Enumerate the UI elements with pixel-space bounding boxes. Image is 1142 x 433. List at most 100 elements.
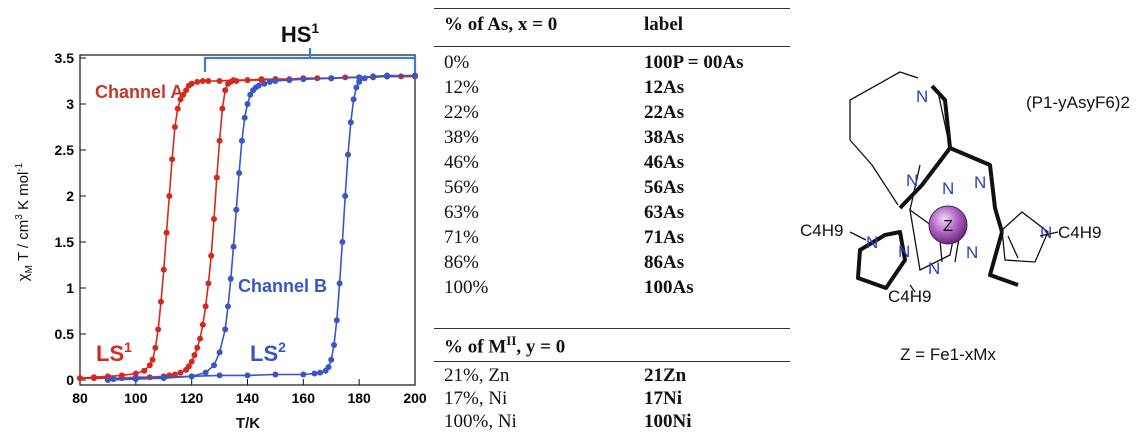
table-row: 86% 86As xyxy=(434,252,790,274)
x-tick-label: 140 xyxy=(236,390,260,406)
data-point xyxy=(213,174,220,181)
n-atom: N xyxy=(928,259,940,278)
data-point xyxy=(188,80,195,87)
y-tick-label: 3.5 xyxy=(55,50,75,66)
data-point xyxy=(183,87,190,94)
row-label: 38As xyxy=(644,127,685,148)
row-pct: 38% xyxy=(444,127,479,148)
row-pct: 71% xyxy=(444,227,479,248)
row-pct: 21%, Zn xyxy=(444,365,510,386)
molecular-structure: Z N N N N N N N N N C4H9 C4H9 C4H9 (P1-y… xyxy=(800,71,1130,364)
y-tick-label: 0 xyxy=(66,372,74,388)
data-point xyxy=(247,91,254,98)
data-point xyxy=(255,82,262,89)
row-pct: 56% xyxy=(444,177,479,198)
data-point xyxy=(199,321,206,328)
row-label: 17Ni xyxy=(644,388,682,409)
row-pct: 86% xyxy=(444,252,479,273)
data-point xyxy=(370,73,377,80)
n-atom: N xyxy=(898,242,910,261)
butyl-groups: C4H9 C4H9 C4H9 xyxy=(800,221,1101,306)
data-point xyxy=(157,298,164,305)
table-header-metal: % of MII, y = 0 xyxy=(444,333,566,358)
data-point xyxy=(300,76,307,83)
y-axis: 0 0.5 1 1.5 2 2.5 3 3.5 xyxy=(55,50,86,388)
data-point xyxy=(222,326,229,333)
table-header-rule xyxy=(434,46,790,47)
n-atom: N xyxy=(906,171,918,190)
data-point xyxy=(236,170,243,176)
data-point xyxy=(322,367,329,374)
x-axis-label: T/K xyxy=(236,415,260,432)
data-point xyxy=(202,303,209,310)
table-row: 46% 46As xyxy=(434,152,790,174)
data-point xyxy=(141,367,148,374)
series-2 xyxy=(104,72,418,383)
row-label: 63As xyxy=(644,202,685,223)
data-point xyxy=(233,206,240,213)
n-atom: N xyxy=(866,233,878,252)
data-point xyxy=(177,96,184,103)
data-point xyxy=(345,151,351,158)
row-label: 71As xyxy=(644,227,685,248)
row-pct: 100%, Ni xyxy=(444,411,517,432)
data-point xyxy=(166,193,173,199)
data-point xyxy=(188,373,195,380)
data-point xyxy=(171,124,178,130)
data-point xyxy=(241,114,248,121)
data-point xyxy=(328,75,335,82)
data-point xyxy=(132,375,139,382)
data-point xyxy=(266,78,273,85)
data-point xyxy=(191,352,198,359)
row-label: 21Zn xyxy=(644,365,687,386)
data-point xyxy=(384,72,391,79)
x-tick-label: 80 xyxy=(72,390,88,406)
data-point xyxy=(177,369,184,376)
data-point xyxy=(211,362,217,369)
data-point xyxy=(149,356,156,363)
x-tick-label: 120 xyxy=(180,390,204,406)
table-row: 21%, Zn 21Zn xyxy=(434,365,790,387)
data-point xyxy=(342,193,349,199)
row-label: 100Ni xyxy=(644,411,692,432)
data-point xyxy=(194,78,201,85)
data-point xyxy=(152,344,159,351)
row-pct: 100% xyxy=(444,277,489,298)
series-0 xyxy=(77,73,418,382)
data-point xyxy=(208,252,215,259)
data-point xyxy=(104,377,111,383)
row-label: 22As xyxy=(644,102,685,123)
y-tick-label: 2.5 xyxy=(55,142,75,158)
table-mid-rule xyxy=(434,328,790,329)
data-point xyxy=(244,372,251,379)
data-point xyxy=(174,105,181,112)
data-point xyxy=(216,349,223,356)
data-series xyxy=(77,72,418,383)
data-point xyxy=(197,335,204,342)
data-point xyxy=(110,376,117,383)
data-point xyxy=(272,371,279,378)
data-point xyxy=(230,243,237,250)
data-point xyxy=(350,96,357,103)
data-point xyxy=(219,105,226,112)
table-row: 71% 71As xyxy=(434,227,790,249)
data-point xyxy=(202,369,209,376)
data-point xyxy=(194,344,201,351)
row-pct: 17%, Ni xyxy=(444,388,508,409)
y-label-k: K mol xyxy=(15,172,32,215)
hs-bracket xyxy=(203,48,417,72)
ls2-label: LS2 xyxy=(250,339,286,366)
data-point xyxy=(90,375,97,382)
data-point xyxy=(224,80,231,87)
data-point xyxy=(160,374,167,381)
y-tick-label: 1 xyxy=(66,280,74,296)
y-label-chi-sub: M xyxy=(24,265,35,273)
data-point xyxy=(347,119,354,126)
n-atom: N xyxy=(1040,223,1052,242)
structure-bold-bonds xyxy=(856,84,1019,290)
data-point xyxy=(77,375,83,382)
table-top-rule xyxy=(434,8,790,9)
data-point xyxy=(328,356,335,363)
n-atom: N xyxy=(966,243,978,262)
table-row: 12% 12As xyxy=(434,77,790,99)
